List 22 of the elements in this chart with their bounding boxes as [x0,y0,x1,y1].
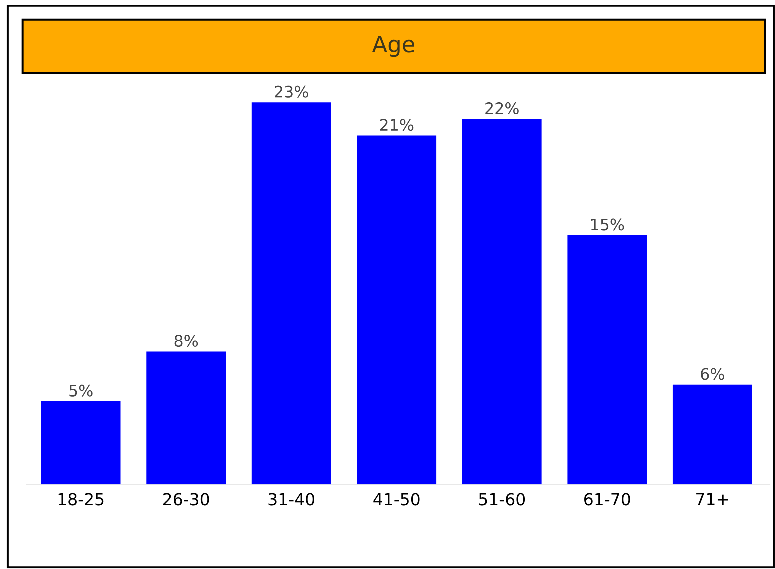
data-label: 15% [591,218,624,231]
bar [41,402,121,485]
bar [568,236,648,485]
x-tick-label: 61-70 [584,493,630,506]
bar [462,119,542,485]
x-tick-label: 31-40 [268,493,315,506]
x-tick-label: 18-25 [58,493,104,506]
data-label: 6% [701,368,724,380]
x-tick-label: 51-60 [479,493,526,506]
data-label: 8% [174,335,198,348]
data-label: 23% [275,86,308,98]
data-label: 21% [380,119,414,132]
chart-title: Age [372,36,415,58]
x-tick-label: 71+ [696,493,728,506]
bar [672,385,752,485]
data-label: 5% [70,385,93,398]
bar [146,352,226,485]
x-tick-label: 41-50 [374,493,420,506]
x-tick-label: 26-30 [164,493,210,506]
bar [357,136,437,485]
bar [252,102,332,485]
data-label: 22% [486,102,519,115]
